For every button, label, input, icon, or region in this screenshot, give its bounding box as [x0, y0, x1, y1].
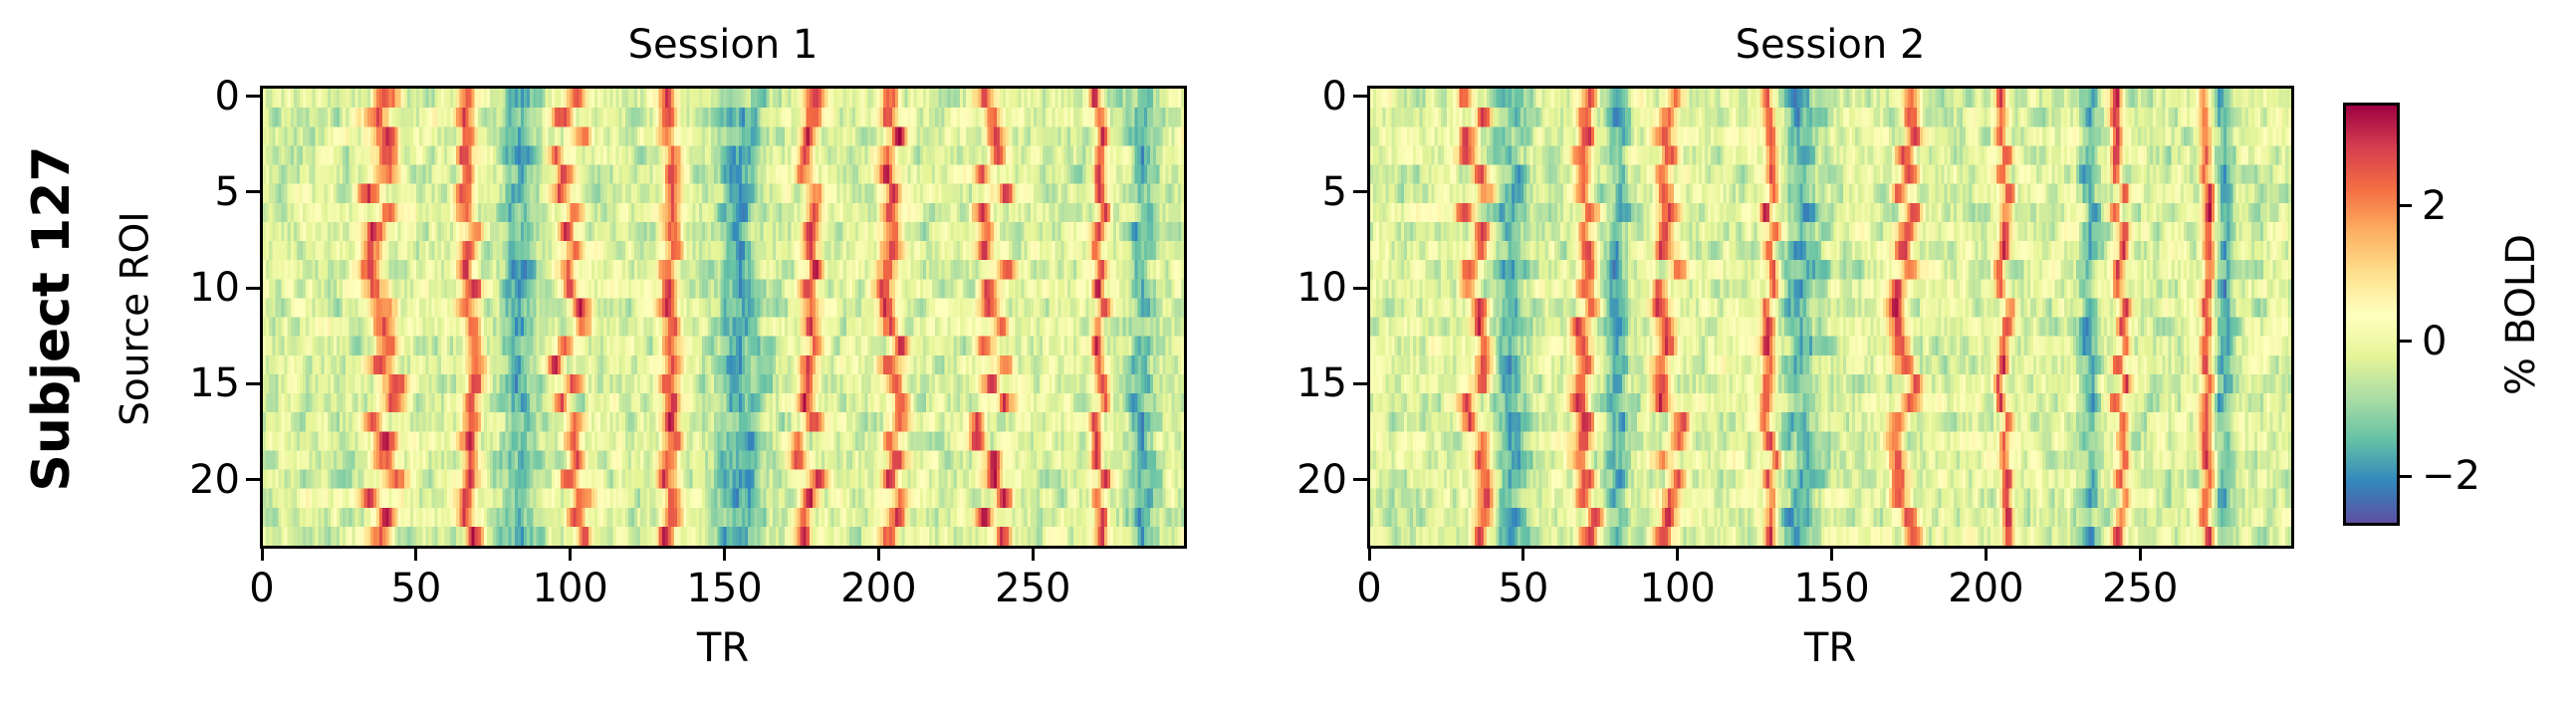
y-tick-mark	[246, 95, 260, 99]
y-tick-label: 10	[189, 265, 240, 312]
x-tick-label: 0	[1356, 566, 1382, 611]
y-tick-label: 5	[214, 168, 240, 215]
session-1-heatmap-canvas	[263, 89, 1184, 546]
colorbar-tick-label: 2	[2422, 182, 2448, 229]
colorbar-tick-label: −2	[2422, 453, 2480, 500]
x-tick-mark	[260, 547, 264, 561]
session-2-title: Session 2	[1735, 22, 1926, 68]
x-tick-mark	[723, 547, 727, 561]
x-tick-label: 150	[1793, 566, 1870, 611]
y-tick-label: 5	[1321, 168, 1347, 215]
session-1-title: Session 1	[627, 22, 819, 68]
colorbar-label: % BOLD	[2498, 233, 2544, 396]
y-tick-mark	[1353, 95, 1367, 99]
subject-label: Subject 127	[22, 145, 82, 492]
x-tick-label: 0	[249, 566, 275, 611]
x-tick-label: 150	[686, 566, 763, 611]
x-tick-mark	[876, 547, 880, 561]
colorbar-tick-mark	[2398, 340, 2412, 344]
y-tick-mark	[1353, 478, 1367, 482]
y-tick-label: 10	[1296, 265, 1347, 312]
y-tick-mark	[246, 478, 260, 482]
x-tick-label: 100	[1639, 566, 1716, 611]
x-tick-label: 100	[532, 566, 608, 611]
y-tick-label: 15	[189, 360, 240, 407]
session-2-heatmap-canvas	[1370, 89, 2291, 546]
x-tick-label: 200	[840, 566, 917, 611]
session-2-heatmap	[1367, 86, 2294, 549]
x-tick-mark	[569, 547, 573, 561]
x-tick-mark	[414, 547, 418, 561]
x-tick-label: 200	[1948, 566, 2024, 611]
colorbar-tick-mark	[2398, 204, 2412, 208]
y-tick-mark	[246, 381, 260, 385]
y-tick-label: 0	[214, 73, 240, 119]
y-tick-mark	[246, 190, 260, 194]
session-1-heatmap	[260, 86, 1187, 549]
x-tick-mark	[2138, 547, 2142, 561]
session-1-xlabel: TR	[696, 625, 750, 671]
y-tick-label: 15	[1296, 360, 1347, 407]
y-tick-mark	[1353, 190, 1367, 194]
x-tick-mark	[1984, 547, 1988, 561]
y-tick-mark	[1353, 381, 1367, 385]
x-tick-mark	[1367, 547, 1371, 561]
x-tick-label: 50	[1498, 566, 1549, 611]
x-tick-mark	[1031, 547, 1035, 561]
y-tick-label: 20	[1296, 456, 1347, 503]
y-tick-label: 0	[1321, 73, 1347, 119]
colorbar-gradient	[2343, 103, 2400, 526]
x-tick-mark	[1522, 547, 1525, 561]
colorbar-tick-mark	[2398, 474, 2412, 478]
y-tick-mark	[1353, 286, 1367, 290]
y-tick-label: 20	[189, 456, 240, 503]
x-tick-mark	[1676, 547, 1680, 561]
x-tick-label: 250	[995, 566, 1071, 611]
session-2-xlabel: TR	[1803, 625, 1857, 671]
y-tick-mark	[246, 286, 260, 290]
colorbar-tick-label: 0	[2422, 318, 2448, 364]
x-tick-mark	[1830, 547, 1834, 561]
session-1-ylabel: Source ROI	[113, 211, 158, 426]
x-tick-label: 250	[2102, 566, 2179, 611]
x-tick-label: 50	[390, 566, 442, 611]
